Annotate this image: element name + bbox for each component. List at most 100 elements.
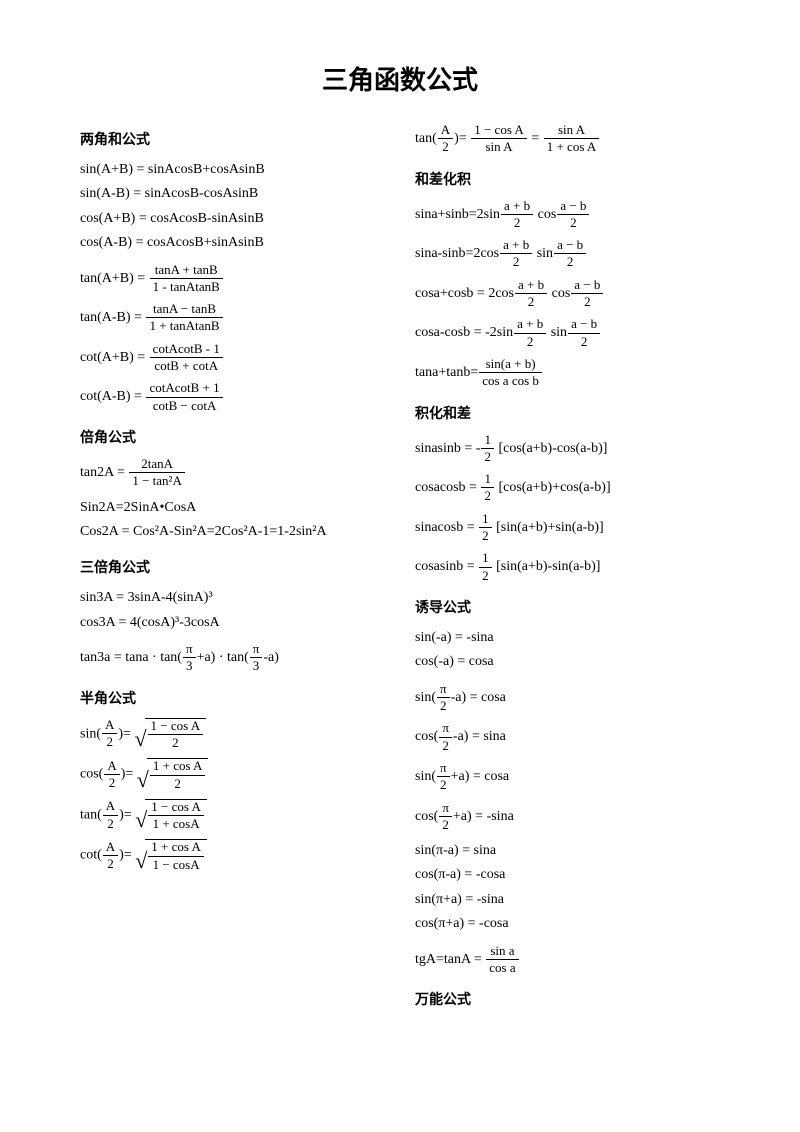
formula: sin(A2)= √1 − cos A2 (80, 718, 385, 751)
text: sin (537, 246, 553, 261)
formula: cos(π+a) = -cosa (415, 913, 720, 935)
fraction: a − b2 (557, 199, 589, 231)
text: )= (454, 131, 467, 146)
fraction: 1 − cos Asin A (471, 123, 527, 155)
heading-half-angle: 半角公式 (80, 688, 385, 708)
formula: sin(π2+a) = cosa (415, 761, 720, 793)
text: sin( (80, 726, 101, 741)
page-title: 三角函数公式 (80, 60, 720, 97)
text: -a) (263, 650, 279, 665)
text: )= (121, 767, 134, 782)
formula: tgA=tanA = sin acos a (415, 944, 720, 976)
fraction: 12 (479, 512, 492, 544)
fraction: tanA + tanB1 - tanAtanB (150, 263, 223, 295)
text: sin( (415, 769, 436, 784)
fraction: π3 (250, 642, 263, 674)
fraction: a + b2 (501, 199, 533, 231)
text: cosa-cosb = -2sin (415, 325, 513, 340)
fraction: π2 (437, 682, 450, 714)
fraction: a − b2 (571, 278, 603, 310)
text: +a) = cosa (451, 769, 510, 784)
formula: cos3A = 4(cosA)³-3cosA (80, 612, 385, 634)
text: cosa+cosb = 2cos (415, 286, 514, 301)
text: )= (119, 807, 132, 822)
formula: sina+sinb=2sina + b2 cosa − b2 (415, 199, 720, 231)
formula: cosasinb = 12 [sin(a+b)-sin(a-b)] (415, 551, 720, 583)
text: +a) = -sina (453, 809, 514, 824)
formula: tan(A2)= √1 − cos A1 + cosA (80, 799, 385, 832)
formula: sin(π-a) = sina (415, 840, 720, 862)
text: [cos(a+b)+cos(a-b)] (498, 480, 610, 495)
formula: cos(π-a) = -cosa (415, 864, 720, 886)
fraction: 12 (481, 433, 494, 465)
heading-triple-angle: 三倍角公式 (80, 557, 385, 577)
text: tan( (415, 131, 437, 146)
formula: cosacosb = 12 [cos(a+b)+cos(a-b)] (415, 472, 720, 504)
text: tan3a = tana · tan( (80, 650, 182, 665)
formula: cosa-cosb = -2sina + b2 sina − b2 (415, 317, 720, 349)
text: tana+tanb= (415, 365, 478, 380)
formula: tan(A2)= 1 − cos Asin A = sin A1 + cos A (415, 123, 720, 155)
fraction: A2 (103, 799, 118, 831)
formula: sin(π+a) = -sina (415, 889, 720, 911)
formula: cos(A2)= √1 + cos A2 (80, 758, 385, 791)
fraction: A2 (102, 718, 117, 750)
formula: cos(A+B) = cosAcosB-sinAsinB (80, 208, 385, 230)
lhs: cot(A-B) = (80, 389, 142, 404)
fraction: A2 (103, 840, 118, 872)
fraction: π2 (439, 721, 452, 753)
fraction: 12 (481, 472, 494, 504)
text: sinasinb = - (415, 441, 480, 456)
fraction: π2 (437, 761, 450, 793)
formula: sin(A-B) = sinAcosB-cosAsinB (80, 183, 385, 205)
lhs: tan(A+B) = (80, 271, 145, 286)
text: sina+sinb=2sin (415, 207, 500, 222)
sqrt: √1 + cos A2 (137, 758, 209, 791)
formula: cot(A+B) = cotAcotB - 1cotB + cotA (80, 342, 385, 374)
fraction: π2 (439, 801, 452, 833)
heading-induction: 诱导公式 (415, 597, 720, 617)
columns: 两角和公式 sin(A+B) = sinAcosB+cosAsinB sin(A… (80, 115, 720, 1019)
text: )= (119, 848, 132, 863)
sqrt: √1 − cos A2 (134, 718, 206, 751)
fraction: sin A1 + cos A (544, 123, 600, 155)
text: +a) · tan( (197, 650, 249, 665)
fraction: cotAcotB - 1cotB + cotA (150, 342, 223, 374)
formula: sin3A = 3sinA-4(sinA)³ (80, 587, 385, 609)
formula: sin(-a) = -sina (415, 627, 720, 649)
formula: Sin2A=2SinA•CosA (80, 497, 385, 519)
text: cot( (80, 848, 102, 863)
formula: sina-sinb=2cosa + b2 sina − b2 (415, 238, 720, 270)
fraction: a + b2 (514, 317, 546, 349)
text: tan( (80, 807, 102, 822)
formula: cos(π2-a) = sina (415, 721, 720, 753)
formula: tan(A+B) = tanA + tanB1 - tanAtanB (80, 263, 385, 295)
fraction: cotAcotB + 1cotB − cotA (146, 381, 222, 413)
fraction: 2tanA1 − tan²A (129, 457, 185, 489)
fraction: a − b2 (554, 238, 586, 270)
formula: sinacosb = 12 [sin(a+b)+sin(a-b)] (415, 512, 720, 544)
fraction: sin(a + b)cos a cos b (479, 357, 542, 389)
lhs: tan2A = (80, 465, 125, 480)
fraction: a + b2 (500, 238, 532, 270)
text: cos (538, 207, 557, 222)
formula: cot(A2)= √1 + cos A1 − cosA (80, 839, 385, 872)
formula: cos(A-B) = cosAcosB+sinAsinB (80, 232, 385, 254)
text: [cos(a+b)-cos(a-b)] (498, 441, 607, 456)
heading-sum-angles: 两角和公式 (80, 129, 385, 149)
formula: cos(-a) = cosa (415, 651, 720, 673)
formula: sin(A+B) = sinAcosB+cosAsinB (80, 159, 385, 181)
fraction: sin acos a (486, 944, 518, 976)
text: [sin(a+b)+sin(a-b)] (496, 520, 604, 535)
formula: Cos2A = Cos²A-Sin²A=2Cos²A-1=1-2sin²A (80, 521, 385, 543)
sqrt: √1 + cos A1 − cosA (135, 839, 207, 872)
fraction: tanA − tanB1 + tanAtanB (146, 302, 222, 334)
text: -a) = sina (453, 729, 506, 744)
formula: tan(A-B) = tanA − tanB1 + tanAtanB (80, 302, 385, 334)
text: cos( (415, 729, 438, 744)
fraction: A2 (104, 759, 119, 791)
text: [sin(a+b)-sin(a-b)] (496, 559, 600, 574)
fraction: a − b2 (568, 317, 600, 349)
text: sin (551, 325, 567, 340)
text: cosasinb = (415, 559, 475, 574)
